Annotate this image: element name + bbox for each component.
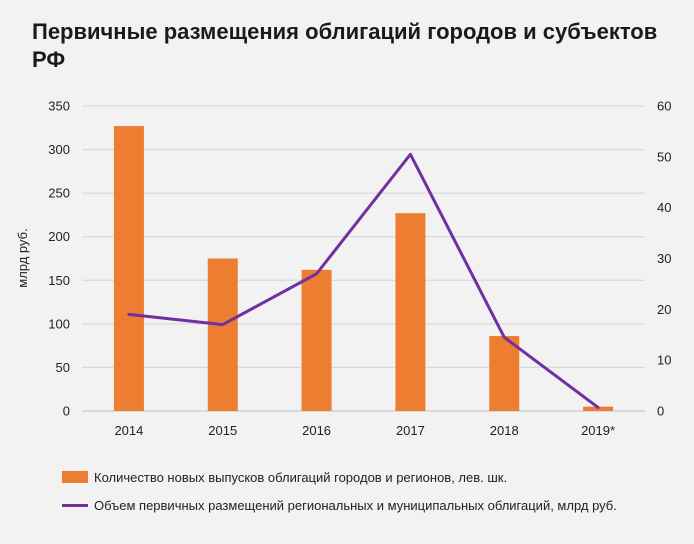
bar-series xyxy=(113,126,614,412)
bar xyxy=(301,269,332,411)
right-axis-ticks: 0 10 20 30 40 50 60 xyxy=(657,99,671,419)
right-tick-label: 60 xyxy=(657,99,671,114)
legend-item-line: Объем первичных размещений региональных … xyxy=(62,491,617,519)
x-tick-label: 2016 xyxy=(302,423,331,438)
legend-bar-label: Количество новых выпусков облигаций горо… xyxy=(94,469,508,485)
x-tick-label: 2014 xyxy=(114,423,143,438)
x-tick-label: 2019* xyxy=(581,423,615,438)
bar xyxy=(113,126,144,412)
gridlines xyxy=(82,105,645,412)
legend-line-label: Объем первичных размещений региональных … xyxy=(94,497,617,513)
left-tick-label: 300 xyxy=(48,142,70,157)
legend-line-swatch xyxy=(62,503,88,507)
bar xyxy=(489,336,520,411)
left-tick-label: 150 xyxy=(48,273,70,288)
x-tick-label: 2018 xyxy=(490,423,519,438)
line-path xyxy=(127,152,600,409)
right-tick-label: 0 xyxy=(657,404,664,419)
bar xyxy=(395,213,426,411)
legend-item-bars: Количество новых выпусков облигаций горо… xyxy=(62,463,617,491)
right-tick-label: 50 xyxy=(657,149,671,164)
bar xyxy=(207,258,238,411)
left-tick-label: 200 xyxy=(48,229,70,244)
legend-bar-swatch xyxy=(62,471,88,483)
left-tick-label: 0 xyxy=(63,404,70,419)
right-tick-label: 20 xyxy=(657,302,671,317)
line-series xyxy=(127,152,600,409)
legend: Количество новых выпусков облигаций горо… xyxy=(62,463,617,519)
left-axis-label: млрд руб. xyxy=(15,228,30,287)
x-tick-label: 2017 xyxy=(396,423,425,438)
left-axis-ticks: 0 50 100 150 200 250 300 350 xyxy=(48,99,70,419)
left-tick-label: 50 xyxy=(56,360,70,375)
x-tick-label: 2015 xyxy=(208,423,237,438)
chart-title: Первичные размещения облигаций городов и… xyxy=(32,19,658,72)
right-tick-label: 10 xyxy=(657,353,671,368)
left-tick-label: 100 xyxy=(48,316,70,331)
left-tick-label: 350 xyxy=(48,99,70,114)
right-tick-label: 40 xyxy=(657,200,671,215)
right-tick-label: 30 xyxy=(657,251,671,266)
x-axis-ticks: 2014 2015 2016 2017 2018 2019* xyxy=(114,423,615,438)
left-tick-label: 250 xyxy=(48,186,70,201)
